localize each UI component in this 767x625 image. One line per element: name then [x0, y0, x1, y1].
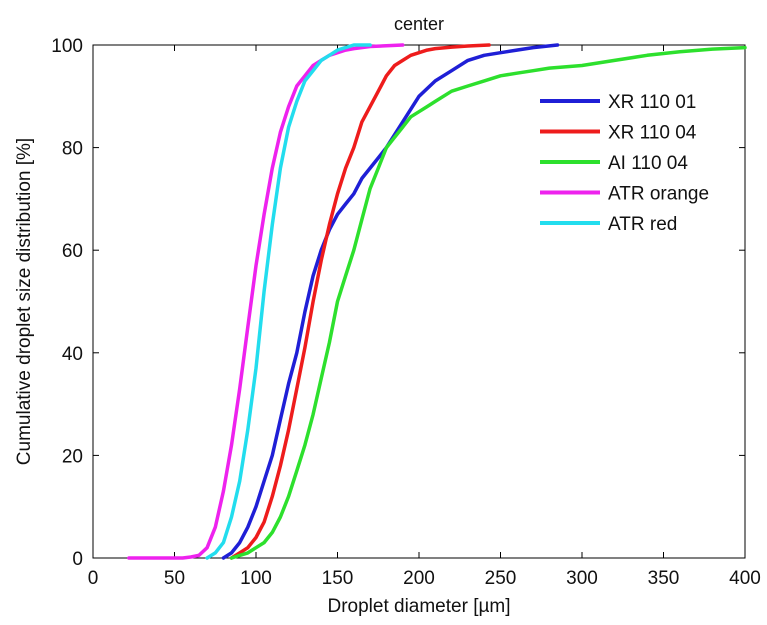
- x-tick-label: 100: [240, 568, 272, 589]
- x-tick-label: 0: [88, 568, 99, 589]
- y-tick-label: 20: [62, 446, 83, 467]
- x-tick-label: 200: [403, 568, 435, 589]
- legend-label: AI 110 04: [608, 153, 688, 174]
- x-axis-title: Droplet diameter [µm]: [327, 596, 510, 617]
- y-tick-label: 0: [72, 549, 83, 570]
- x-tick-label: 300: [566, 568, 598, 589]
- series-line-3: [229, 45, 747, 560]
- y-tick-label: 80: [62, 139, 83, 160]
- ticks-layer: 0 50 100 150 200 250 300 350 400 0 20 40 60 80 100: [51, 36, 761, 589]
- legend-label: ATR orange: [608, 184, 709, 205]
- series-line-2: [229, 43, 491, 560]
- x-tick-label: 350: [648, 568, 680, 589]
- legend: XR 110 01 XR 110 04 AI 110 04 ATR orange ATR…: [540, 92, 709, 235]
- series-line-5: [205, 43, 372, 560]
- legend-label: XR 110 04: [608, 123, 697, 144]
- chart-title: center: [394, 14, 444, 34]
- legend-label: ATR red: [608, 214, 677, 235]
- x-tick-label: 400: [729, 568, 761, 589]
- series-line-1: [221, 43, 560, 560]
- y-tick-label: 60: [62, 241, 83, 262]
- plot-area: [92, 44, 746, 559]
- y-tick-label: 40: [62, 344, 83, 365]
- x-tick-label: 250: [485, 568, 517, 589]
- y-axis-title: Cumulative droplet size distribution [%]: [14, 138, 35, 465]
- x-tick-label: 50: [164, 568, 185, 589]
- y-tick-label: 100: [51, 36, 83, 57]
- series-line-4: [127, 43, 405, 560]
- legend-label: XR 110 01: [608, 92, 696, 113]
- x-tick-label: 150: [322, 568, 354, 589]
- series-layer: [127, 43, 747, 560]
